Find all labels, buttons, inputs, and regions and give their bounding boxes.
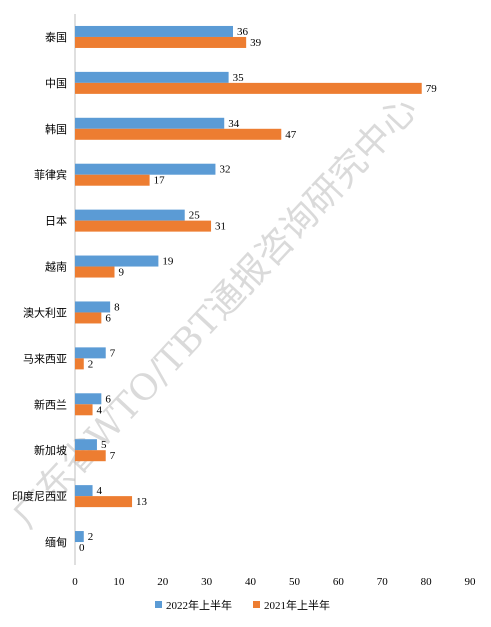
data-label: 39 (250, 37, 262, 49)
category-label: 菲律宾 (34, 168, 67, 182)
data-label: 17 (154, 175, 166, 187)
data-label: 6 (105, 393, 111, 405)
category-label: 韩国 (45, 122, 67, 136)
bar-series2 (75, 82, 422, 94)
data-label: 36 (237, 26, 249, 38)
legend-label: 2021年上半年 (264, 598, 330, 612)
watermark-text: 广东省WTO/TBT通报咨询研究中心 (5, 89, 426, 536)
data-label: 35 (233, 72, 245, 84)
category-label: 新西兰 (34, 397, 67, 411)
category-label: 日本 (45, 214, 67, 228)
data-label: 34 (228, 118, 240, 130)
bar-series1 (75, 163, 216, 175)
legend: 2022年上半年 2021年上半年 (155, 598, 330, 612)
category-label: 新加坡 (34, 443, 67, 457)
bar-series2 (75, 128, 282, 140)
bar-series1 (75, 485, 93, 497)
bar-series1 (75, 25, 233, 37)
x-tick-label: 40 (245, 576, 257, 588)
bar-series2 (75, 36, 247, 48)
x-tick-label: 50 (289, 576, 301, 588)
data-label: 2 (88, 358, 94, 370)
x-tick-label: 30 (201, 576, 213, 588)
data-label: 13 (136, 496, 148, 508)
x-tick-label: 0 (72, 576, 78, 588)
legend-label: 2022年上半年 (166, 598, 232, 612)
category-label: 缅甸 (45, 535, 67, 549)
x-tick-label: 60 (333, 576, 345, 588)
category-label: 越南 (45, 260, 67, 274)
data-label: 9 (119, 267, 125, 279)
data-label: 47 (285, 129, 297, 141)
data-label: 7 (110, 347, 116, 359)
data-label: 19 (162, 256, 174, 268)
data-label: 0 (79, 542, 85, 554)
data-label: 7 (110, 450, 116, 462)
category-label: 中国 (45, 77, 67, 90)
data-label: 25 (189, 210, 201, 222)
data-label: 4 (97, 485, 103, 497)
data-label: 31 (215, 221, 226, 233)
x-tick-label: 20 (157, 576, 169, 588)
bar-series2 (75, 174, 150, 186)
data-label: 79 (426, 83, 438, 95)
x-tick-label: 80 (421, 576, 433, 588)
legend-swatch (155, 601, 162, 608)
x-tick-label: 10 (113, 576, 125, 588)
category-label: 澳大利亚 (23, 305, 67, 319)
legend-swatch (253, 601, 260, 608)
x-tick-label: 90 (465, 576, 477, 588)
bar-series1 (75, 347, 106, 359)
data-label: 4 (97, 404, 103, 416)
data-label: 2 (88, 531, 94, 543)
bar-series1 (75, 301, 111, 313)
bar-series2 (75, 312, 102, 324)
bar-series1 (75, 393, 102, 405)
bar-series1 (75, 255, 159, 267)
data-label: 5 (101, 439, 107, 451)
category-label: 印度尼西亚 (12, 489, 67, 503)
bar-series2 (75, 220, 212, 232)
bar-series1 (75, 117, 225, 129)
data-label: 32 (219, 164, 230, 176)
bar-series1 (75, 439, 97, 451)
bar-series2 (75, 358, 84, 370)
x-tick-label: 70 (377, 576, 389, 588)
data-label: 8 (114, 301, 120, 313)
bar-series2 (75, 450, 106, 462)
bar-series2 (75, 404, 93, 416)
data-label: 6 (105, 312, 111, 324)
bar-series1 (75, 209, 185, 221)
bar-series1 (75, 71, 229, 83)
bar-series1 (75, 531, 84, 543)
bar-series2 (75, 496, 133, 508)
category-label: 马来西亚 (23, 352, 67, 365)
bar-series2 (75, 266, 115, 278)
category-label: 泰国 (45, 30, 67, 44)
